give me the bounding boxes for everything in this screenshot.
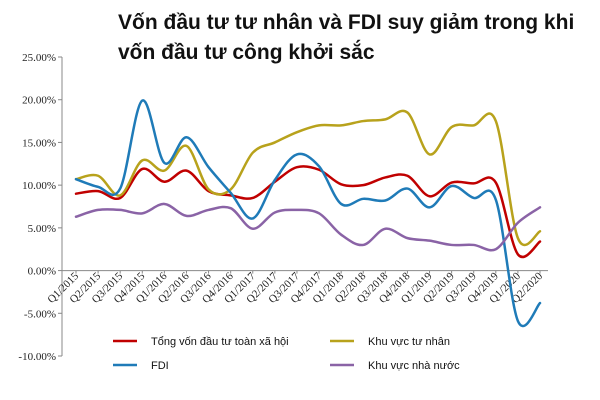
series-line-state-sector (74, 202, 542, 252)
legend-item-state-sector: Khu vực nhà nước (330, 360, 460, 372)
y-axis-ticks: 25.00% 20.00% 15.00% 10.00% 5.00% 0.00% -5.00%… (18, 52, 62, 363)
chart-title-line-1: Vốn đầu tư tư nhân và FDI suy giảm trong… (118, 11, 575, 34)
series-line-fdi (74, 99, 542, 328)
y-tick-label: 15.00% (22, 137, 56, 149)
y-tick-label: 20.00% (22, 95, 56, 107)
legend-label: Khu vực tư nhân (368, 336, 450, 348)
y-tick-label: 5.00% (28, 223, 56, 235)
legend-label: Tổng vốn đầu tư toàn xã hội (151, 336, 289, 348)
chart-title-line-2: vốn đầu tư công khởi sắc (118, 41, 375, 64)
chart-legend: Tổng vốn đầu tư toàn xã hội Khu vực tư nh… (113, 336, 460, 372)
legend-label: Khu vực nhà nước (368, 360, 460, 372)
legend-label: FDI (151, 360, 169, 372)
legend-item-private-sector: Khu vực tư nhân (330, 336, 450, 348)
y-tick-label: 0.00% (28, 266, 56, 278)
legend-item-total-investment: Tổng vốn đầu tư toàn xã hội (113, 336, 289, 348)
y-tick-label: 25.00% (22, 52, 56, 64)
chart-title: Vốn đầu tư tư nhân và FDI suy giảm trong… (118, 8, 588, 68)
chart-axes (61, 57, 548, 356)
y-tick-label: 10.00% (22, 180, 56, 192)
y-tick-label: -10.00% (18, 351, 56, 363)
legend-item-fdi: FDI (113, 360, 169, 372)
series-line-total-investment (74, 165, 542, 259)
series-line-private-sector (74, 109, 542, 247)
chart-series (74, 99, 542, 328)
y-tick-label: -5.00% (24, 308, 56, 320)
x-axis-ticks: Q1/2015Q2/2015Q3/2015Q4/2015Q1/2016Q2/20… (45, 270, 545, 306)
